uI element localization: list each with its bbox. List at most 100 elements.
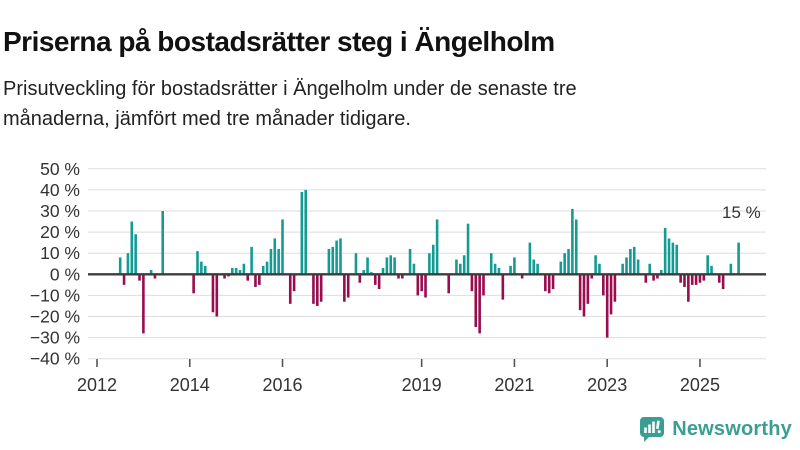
bar-negative	[482, 274, 485, 296]
subtitle-line-2: månaderna, jämfört med tre månader tidig…	[3, 108, 411, 131]
bar-positive	[513, 257, 516, 275]
bar-positive	[331, 246, 335, 275]
bar-positive	[200, 261, 203, 275]
bar-positive	[234, 267, 238, 275]
bar-positive	[598, 263, 601, 275]
bar-negative	[420, 274, 423, 292]
bar-positive	[389, 255, 393, 275]
bar-positive	[118, 257, 122, 275]
bar-negative	[288, 274, 292, 304]
x-axis-label: 2012	[77, 375, 117, 395]
bar-negative	[698, 274, 702, 283]
bar-positive	[134, 234, 137, 275]
bar-positive	[327, 248, 331, 275]
bar-negative	[358, 274, 362, 283]
bar-negative	[254, 274, 257, 287]
bar-negative	[690, 274, 694, 285]
bar-negative	[416, 274, 420, 296]
bar-positive	[304, 189, 308, 275]
newsworthy-logo[interactable]: Newsworthy	[639, 416, 792, 442]
bar-positive	[574, 219, 578, 275]
x-axis-label: 2021	[494, 375, 534, 395]
bar-positive	[385, 257, 389, 275]
bar-positive	[381, 267, 385, 275]
bar-negative	[377, 274, 381, 290]
bar-negative	[223, 274, 226, 279]
bar-positive	[559, 261, 563, 275]
bar-positive	[571, 208, 574, 275]
y-axis-label: −20 %	[30, 307, 80, 327]
bar-negative	[343, 274, 346, 302]
y-axis-label: −10 %	[30, 285, 80, 305]
bar-positive	[489, 253, 493, 275]
bar-positive	[335, 240, 338, 275]
bar-positive	[339, 238, 342, 275]
bar-positive	[412, 263, 416, 275]
bar-negative	[694, 274, 698, 285]
bar-negative	[605, 274, 609, 338]
bar-positive	[459, 263, 462, 275]
bar-positive	[393, 257, 396, 275]
x-axis-label: 2023	[587, 375, 627, 395]
bar-positive	[528, 242, 532, 275]
bar-positive	[238, 270, 242, 275]
page-title: Priserna på bostadsrätter steg i Ängelho…	[3, 25, 555, 57]
bar-positive	[648, 263, 651, 275]
bar-positive	[362, 270, 365, 275]
bar-negative	[258, 274, 261, 285]
bar-positive	[629, 248, 632, 275]
bar-positive	[261, 265, 265, 275]
y-axis-label: 30 %	[40, 201, 80, 221]
bar-negative	[721, 274, 725, 290]
bar-negative	[138, 274, 141, 281]
bar-negative	[470, 274, 474, 292]
bar-positive	[242, 263, 246, 275]
x-axis-label: 2016	[262, 375, 302, 395]
y-axis-label: −40 %	[30, 349, 80, 369]
bar-positive	[497, 267, 501, 275]
bar-positive	[466, 223, 470, 275]
bar-positive	[250, 246, 253, 275]
bar-positive	[455, 259, 458, 275]
bar-negative	[192, 274, 195, 294]
bar-negative	[211, 274, 215, 313]
bar-positive	[729, 263, 733, 275]
bar-negative	[401, 274, 404, 279]
bar-negative	[702, 274, 706, 281]
bar-negative	[613, 274, 617, 302]
bar-negative	[687, 274, 690, 302]
x-axis-label: 2025	[680, 375, 720, 395]
y-axis-label: 50 %	[40, 159, 80, 179]
bar-positive	[273, 238, 277, 275]
bar-positive	[706, 255, 709, 275]
bar-negative	[544, 274, 547, 292]
bar-negative	[609, 274, 613, 315]
bar-positive	[621, 263, 624, 275]
bar-negative	[582, 274, 586, 317]
newsworthy-wordmark: Newsworthy	[672, 417, 792, 440]
bar-positive	[354, 253, 358, 275]
bar-positive	[435, 219, 439, 275]
bar-positive	[300, 192, 304, 275]
bar-negative	[578, 274, 582, 311]
x-axis-label: 2014	[170, 375, 210, 395]
bar-negative	[590, 274, 594, 279]
y-axis-label: 40 %	[40, 180, 80, 200]
bar-positive	[532, 259, 536, 275]
bar-negative	[547, 274, 551, 294]
bar-positive	[563, 253, 566, 275]
bar-negative	[652, 274, 655, 281]
bar-negative	[602, 274, 605, 296]
bar-positive	[671, 242, 675, 275]
bar-positive	[710, 265, 713, 275]
bar-negative	[586, 274, 590, 304]
bar-positive	[536, 263, 539, 275]
bar-positive	[431, 244, 435, 275]
bar-negative	[346, 274, 350, 298]
bar-negative	[520, 274, 524, 279]
y-axis-label: −30 %	[30, 328, 80, 348]
bar-negative	[153, 274, 157, 279]
bar-negative	[447, 274, 451, 294]
bar-positive	[428, 253, 431, 275]
